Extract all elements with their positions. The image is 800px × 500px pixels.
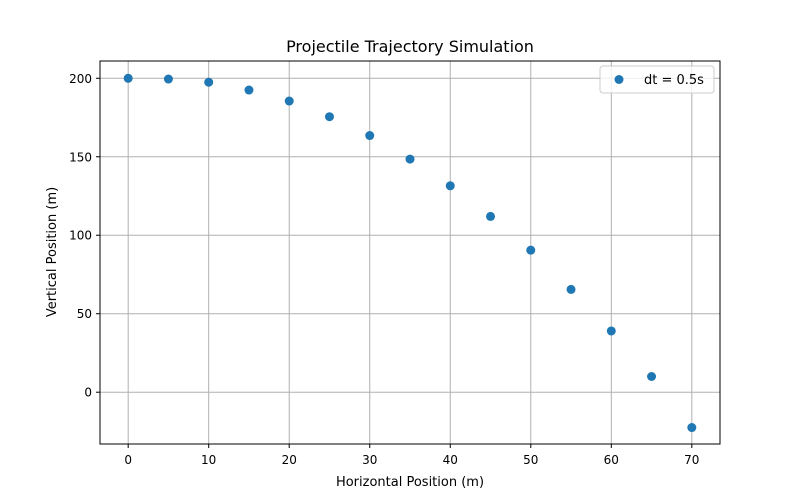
data-point — [445, 181, 455, 191]
legend: dt = 0.5s — [599, 65, 715, 94]
x-axis: 0 10 20 30 40 50 60 70 — [124, 444, 699, 467]
data-point — [204, 77, 214, 87]
y-tick-label: 0 — [84, 386, 92, 400]
legend-box — [599, 65, 715, 94]
chart-title: Projectile Trajectory Simulation — [286, 37, 534, 56]
x-tick-label: 20 — [282, 453, 297, 467]
x-tick-label: 50 — [523, 453, 538, 467]
y-axis-title: Vertical Position (m) — [45, 187, 60, 317]
y-tick-label: 200 — [69, 72, 92, 86]
y-tick-label: 100 — [69, 229, 92, 243]
data-points — [123, 73, 697, 433]
x-tick-label: 10 — [201, 453, 216, 467]
x-tick-label: 70 — [684, 453, 699, 467]
data-point — [324, 112, 334, 122]
x-tick-label: 60 — [604, 453, 619, 467]
data-point — [526, 245, 536, 255]
data-point — [486, 211, 496, 221]
data-point — [606, 326, 616, 336]
data-point — [647, 372, 657, 382]
y-axis: 0 50 100 150 200 — [69, 72, 100, 400]
x-tick-label: 0 — [124, 453, 132, 467]
data-point — [284, 96, 294, 106]
data-point — [365, 131, 375, 141]
y-tick-label: 150 — [69, 150, 92, 164]
data-point — [123, 73, 133, 83]
x-tick-label: 40 — [443, 453, 458, 467]
x-axis-title: Horizontal Position (m) — [336, 475, 484, 490]
x-tick-label: 30 — [362, 453, 377, 467]
plot-area-frame — [99, 60, 721, 445]
data-point — [244, 85, 254, 95]
legend-label: dt = 0.5s — [644, 73, 704, 88]
legend-marker — [614, 75, 624, 84]
data-point — [405, 154, 415, 164]
data-point — [687, 423, 697, 433]
data-point — [566, 284, 576, 294]
data-point — [163, 74, 173, 84]
grid-lines — [100, 61, 720, 444]
y-tick-label: 50 — [77, 307, 92, 321]
